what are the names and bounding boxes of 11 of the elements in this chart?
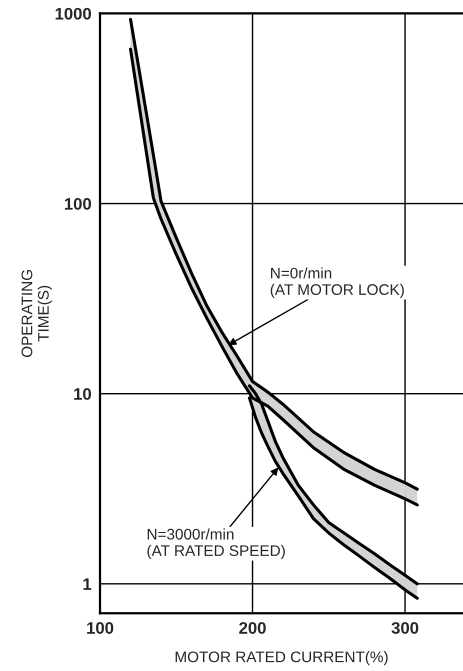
y-tick-label: 100	[64, 198, 91, 210]
x-axis-title: MOTOR RATED CURRENT(%)	[176, 651, 388, 666]
y-tick-label: 10	[74, 388, 91, 400]
x-tick-label: 300	[392, 622, 418, 634]
annotation: N=0r/min (AT MOTOR LOCK)	[270, 267, 404, 298]
x-tick-label: 100	[87, 622, 114, 634]
x-tick-label: 200	[239, 622, 266, 634]
y-axis-title: OPERATING TIME(S)	[22, 270, 52, 358]
y-tick-label: 1000	[56, 8, 91, 20]
y-tick-label: 1	[83, 578, 92, 590]
annotation: N=3000r/min (AT RATED SPEED)	[147, 528, 285, 560]
